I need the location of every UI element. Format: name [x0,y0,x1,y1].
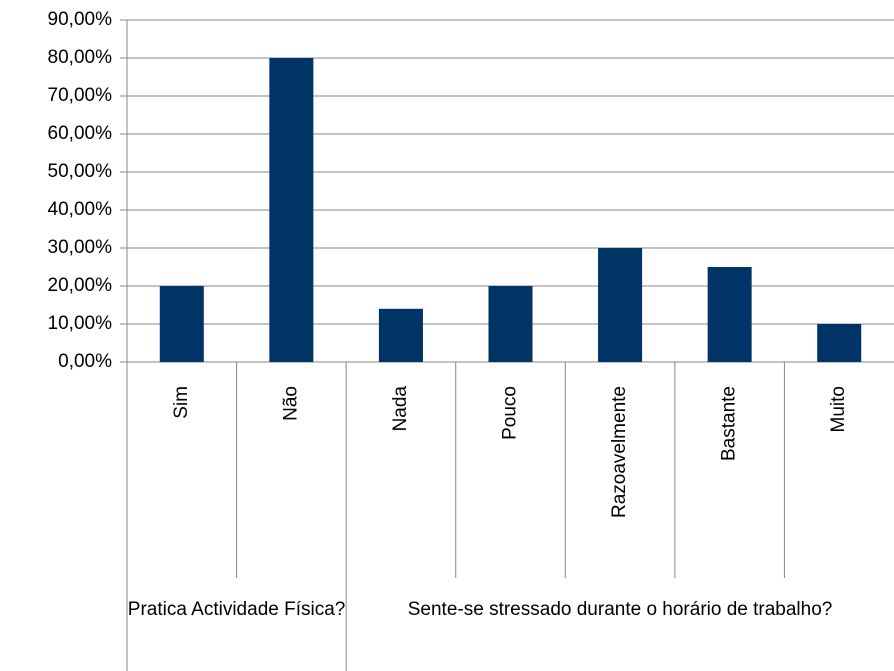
group-box: Pratica Actividade Física? [127,599,346,620]
y-tick-label: 20,00% [48,275,113,296]
bar [269,58,314,362]
bar [378,308,423,362]
y-tick-label: 40,00% [48,199,113,220]
y-tick-label: 60,00% [48,123,113,144]
bar [159,286,204,362]
bar [598,248,643,362]
y-tick-label: 10,00% [48,313,113,334]
bar [707,267,752,362]
x-tick-label: Razoavelmente [609,386,630,518]
x-tick-label: Não [280,386,301,421]
x-tick-label: Muito [828,386,849,432]
y-tick-label: 30,00% [48,237,113,258]
bar [817,324,862,362]
group-box: Sente-se stressado durante o horário de … [407,599,833,620]
x-tick-label: Nada [390,386,411,432]
y-tick-label: 0,00% [58,351,112,372]
group-label: Pratica Actividade Física? [127,599,346,620]
x-tick-label: Pouco [500,386,521,440]
y-tick-label: 70,00% [48,85,113,106]
y-tick-label: 80,00% [48,47,113,68]
y-tick-label: 50,00% [48,161,113,182]
bar [488,286,533,362]
y-tick-label: 90,00% [48,9,113,30]
x-tick-label: Bastante [719,386,740,461]
group-label: Sente-se stressado durante o horário de … [407,599,833,620]
x-tick-label: Sim [171,386,192,419]
